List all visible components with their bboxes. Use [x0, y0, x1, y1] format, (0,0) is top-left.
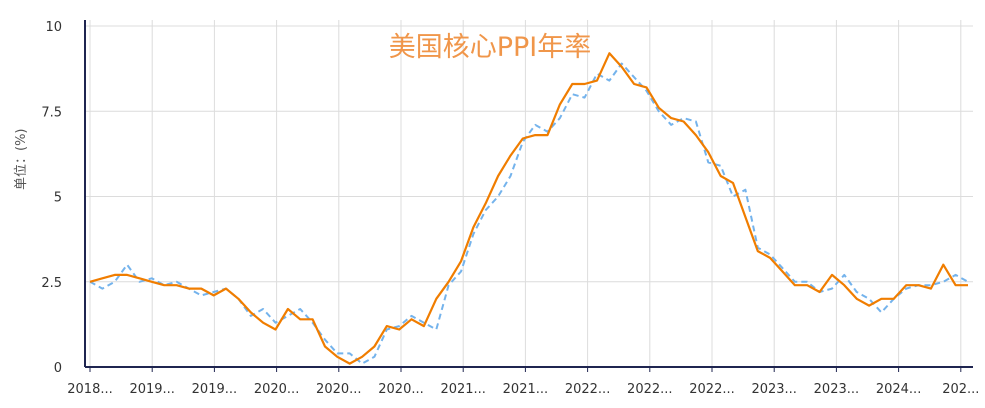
x-tick-label: 2023... [751, 382, 796, 397]
y-tick-label: 7.5 [41, 105, 62, 120]
y-axis-label: 单位：(%) [14, 128, 29, 191]
grid-lines [85, 20, 973, 367]
x-tick-label: 2019... [129, 382, 174, 397]
x-tick-label: 2021... [503, 382, 548, 397]
x-tick-label: 2021... [440, 382, 485, 397]
series-line-dashed [89, 62, 969, 365]
x-tick-label: 2022... [565, 382, 610, 397]
y-tick-label: 5 [54, 191, 62, 206]
y-tick-label: 2.5 [41, 276, 62, 291]
y-tick-label: 0 [54, 361, 62, 376]
x-tick-label: 2020... [316, 382, 361, 397]
x-tick-label: 2024... [876, 382, 921, 397]
x-tick-label: 2022... [689, 382, 734, 397]
x-tick-label: 2018... [67, 382, 112, 397]
x-tick-label: 2023... [814, 382, 859, 397]
x-tick-label: 202... [942, 382, 979, 397]
series-line-solid [89, 52, 968, 365]
x-tick-label: 2020... [254, 382, 299, 397]
series-group [89, 52, 969, 365]
y-tick-label: 10 [45, 20, 62, 35]
x-tick-label: 2020... [378, 382, 423, 397]
x-tick-label: 2019... [192, 382, 237, 397]
axes: 0 2.5 5 7.5 10 2018... 2019... 2019... 2020... 20… [41, 20, 979, 397]
x-tick-label: 2022... [627, 382, 672, 397]
chart-title: 美国核心PPI年率 [389, 32, 592, 63]
